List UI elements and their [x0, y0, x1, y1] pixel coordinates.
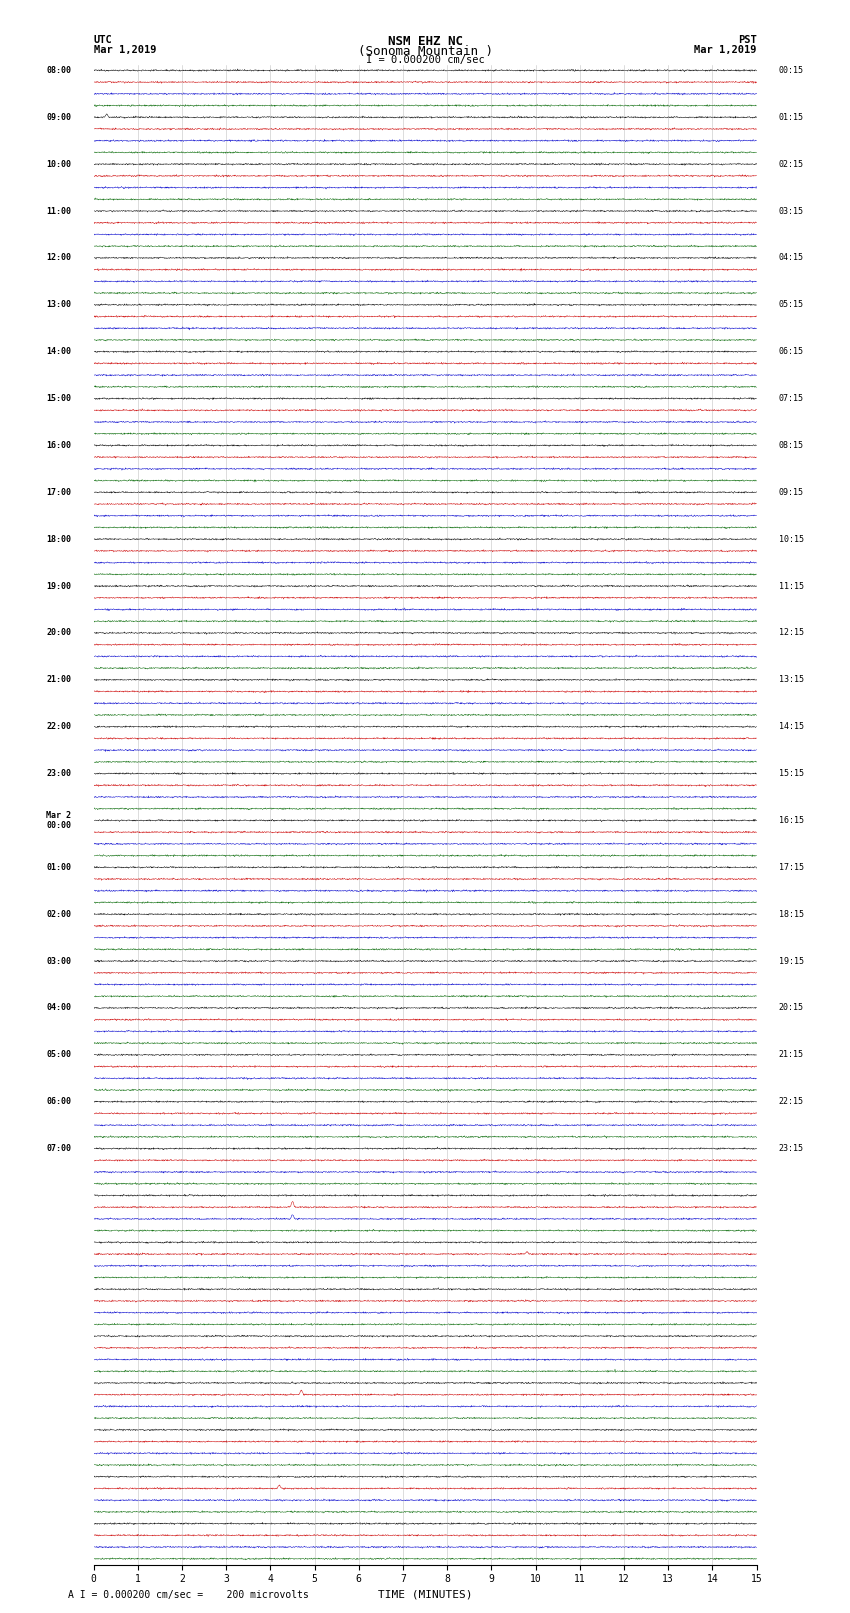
- Text: 22:00: 22:00: [47, 723, 71, 731]
- Text: I = 0.000200 cm/sec: I = 0.000200 cm/sec: [366, 55, 484, 65]
- Text: 15:15: 15:15: [779, 769, 803, 777]
- Text: 02:15: 02:15: [779, 160, 803, 169]
- Text: 23:00: 23:00: [47, 769, 71, 777]
- Text: 20:00: 20:00: [47, 629, 71, 637]
- Text: Mar 1,2019: Mar 1,2019: [694, 45, 756, 55]
- Text: NSM EHZ NC: NSM EHZ NC: [388, 35, 462, 48]
- Text: 10:15: 10:15: [779, 534, 803, 544]
- Text: UTC: UTC: [94, 35, 112, 45]
- Text: 22:15: 22:15: [779, 1097, 803, 1107]
- Text: 19:00: 19:00: [47, 582, 71, 590]
- Text: 06:00: 06:00: [47, 1097, 71, 1107]
- Text: 05:00: 05:00: [47, 1050, 71, 1060]
- Text: 13:00: 13:00: [47, 300, 71, 310]
- Text: 08:00: 08:00: [47, 66, 71, 74]
- Text: 07:15: 07:15: [779, 394, 803, 403]
- Text: 21:15: 21:15: [779, 1050, 803, 1060]
- Text: 20:15: 20:15: [779, 1003, 803, 1013]
- Text: 14:15: 14:15: [779, 723, 803, 731]
- Text: 12:15: 12:15: [779, 629, 803, 637]
- Text: 11:15: 11:15: [779, 582, 803, 590]
- Text: 01:00: 01:00: [47, 863, 71, 871]
- Text: 17:15: 17:15: [779, 863, 803, 871]
- Text: 03:15: 03:15: [779, 206, 803, 216]
- Text: 16:00: 16:00: [47, 440, 71, 450]
- Text: 13:15: 13:15: [779, 676, 803, 684]
- Text: Mar 1,2019: Mar 1,2019: [94, 45, 156, 55]
- Text: 12:00: 12:00: [47, 253, 71, 263]
- Text: 14:00: 14:00: [47, 347, 71, 356]
- Text: 01:15: 01:15: [779, 113, 803, 121]
- Text: 02:00: 02:00: [47, 910, 71, 919]
- Text: 23:15: 23:15: [779, 1144, 803, 1153]
- Text: 00:15: 00:15: [779, 66, 803, 74]
- Text: 10:00: 10:00: [47, 160, 71, 169]
- Text: 04:00: 04:00: [47, 1003, 71, 1013]
- Text: PST: PST: [738, 35, 756, 45]
- Text: 09:15: 09:15: [779, 487, 803, 497]
- Text: 16:15: 16:15: [779, 816, 803, 824]
- Text: 03:00: 03:00: [47, 957, 71, 966]
- Text: 19:15: 19:15: [779, 957, 803, 966]
- Text: 07:00: 07:00: [47, 1144, 71, 1153]
- Text: 09:00: 09:00: [47, 113, 71, 121]
- Text: 15:00: 15:00: [47, 394, 71, 403]
- Text: 18:00: 18:00: [47, 534, 71, 544]
- Text: 06:15: 06:15: [779, 347, 803, 356]
- Text: 17:00: 17:00: [47, 487, 71, 497]
- Text: 04:15: 04:15: [779, 253, 803, 263]
- Text: 18:15: 18:15: [779, 910, 803, 919]
- Text: 08:15: 08:15: [779, 440, 803, 450]
- Text: Mar 2
00:00: Mar 2 00:00: [47, 811, 71, 831]
- Text: 21:00: 21:00: [47, 676, 71, 684]
- X-axis label: TIME (MINUTES): TIME (MINUTES): [377, 1590, 473, 1600]
- Text: 11:00: 11:00: [47, 206, 71, 216]
- Text: (Sonoma Mountain ): (Sonoma Mountain ): [358, 45, 492, 58]
- Text: 05:15: 05:15: [779, 300, 803, 310]
- Text: A I = 0.000200 cm/sec =    200 microvolts: A I = 0.000200 cm/sec = 200 microvolts: [68, 1590, 309, 1600]
